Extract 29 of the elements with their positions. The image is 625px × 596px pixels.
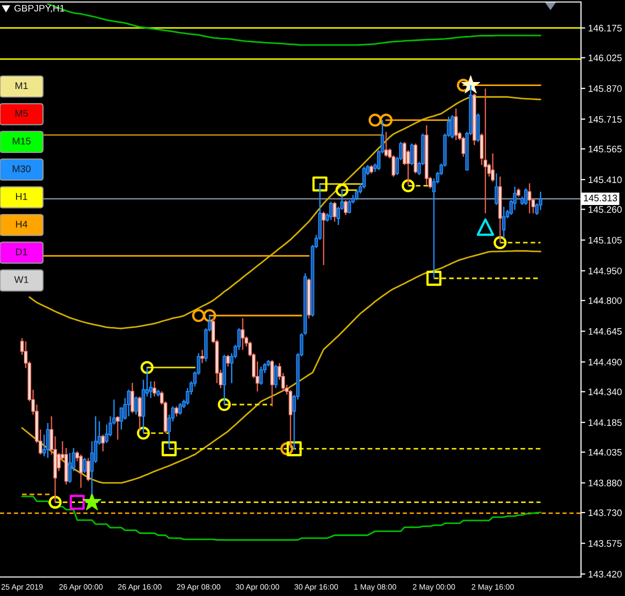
y-tick-label: 146.175 (588, 24, 622, 32)
y-tick-label: 145.715 (588, 116, 622, 123)
y-tick-label: 145.260 (588, 206, 622, 213)
chart-title: GBPJPY,H1 (14, 4, 64, 13)
y-tick-label: 144.035 (588, 448, 622, 456)
y-tick-label: 143.575 (588, 540, 622, 547)
y-tick-label: 144.645 (588, 328, 622, 335)
y-tick-label: 145.565 (588, 146, 622, 152)
y-tick-label: 145.410 (588, 176, 622, 184)
y-tick-label: 144.950 (588, 268, 622, 274)
y-tick-label: 144.340 (588, 388, 622, 396)
ref-line-label: 145.313 (584, 194, 618, 202)
annotation: M15 (12, 138, 31, 145)
y-tick-label: 143.730 (588, 509, 622, 516)
y-tick-label: 145.870 (588, 85, 622, 92)
y-tick-label: 146.025 (588, 54, 622, 62)
y-tick-label: 144.185 (588, 419, 622, 426)
y-tick-label: 144.490 (588, 358, 622, 366)
annotation: D1 (16, 248, 28, 256)
y-tick-label: 145.105 (588, 236, 622, 244)
annotation: M30 (12, 165, 31, 172)
annotation: M1 (16, 82, 28, 90)
y-tick-label: 144.800 (588, 297, 622, 304)
y-tick-label: 143.420 (588, 570, 622, 578)
annotation: W1 (14, 276, 28, 283)
y-tick-label: 143.880 (588, 480, 622, 486)
annotation: H1 (16, 193, 28, 200)
annotation: H4 (16, 220, 28, 228)
annotation: M5 (16, 110, 28, 117)
